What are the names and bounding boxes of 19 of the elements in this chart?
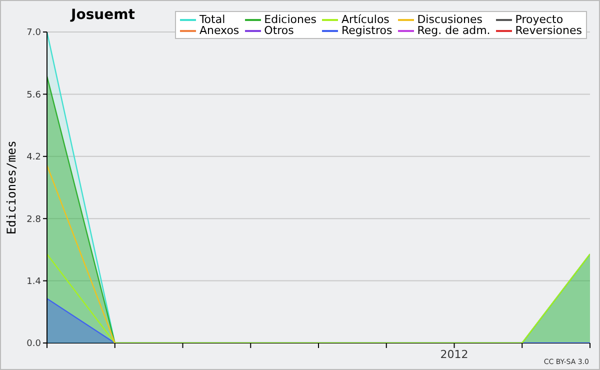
legend-label: Otros [264, 24, 294, 37]
legend-label: Proyecto [515, 13, 564, 26]
legend-label: Anexos [199, 24, 240, 37]
y-tick-label: 1.4 [26, 276, 42, 287]
y-tick-label: 7.0 [26, 28, 42, 38]
y-tick-label: 2.8 [26, 214, 42, 225]
legend-label: Artículos [341, 13, 390, 26]
legend-label: Total [199, 13, 226, 26]
y-axis-title: Ediciones/mes [4, 140, 18, 234]
y-tick-label: 4.2 [26, 152, 41, 163]
y-tick-label: 5.6 [26, 90, 42, 100]
y-tick-label: 0.0 [26, 339, 42, 350]
legend-label: Reg. de adm. [417, 24, 490, 37]
chart-title: Josuemt [71, 7, 135, 23]
legend-label: Discusiones [417, 13, 482, 26]
x-tick-label: 2012 [440, 348, 468, 361]
legend-label: Registros [341, 24, 392, 37]
legend-label: Reversiones [515, 24, 582, 37]
legend-label: Ediciones [264, 13, 316, 26]
